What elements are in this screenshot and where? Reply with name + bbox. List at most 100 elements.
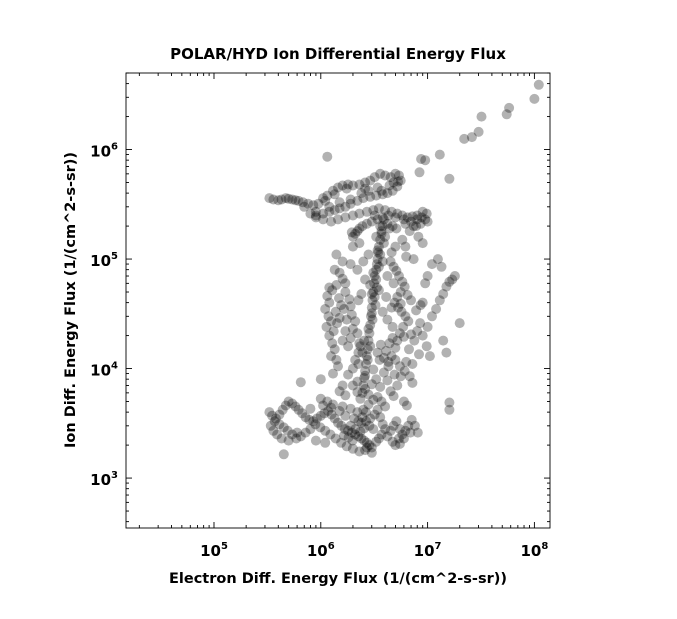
- data-point: [363, 185, 374, 196]
- data-point: [368, 205, 379, 216]
- x-tick-label: 106: [307, 541, 335, 560]
- data-point: [392, 208, 403, 219]
- data-point: [333, 214, 343, 225]
- data-point: [368, 287, 379, 297]
- data-point: [354, 208, 365, 219]
- data-point: [366, 447, 377, 458]
- data-point: [282, 425, 293, 436]
- data-point: [331, 280, 342, 290]
- data-point: [360, 384, 371, 394]
- data-point: [383, 361, 394, 372]
- data-point: [287, 194, 298, 205]
- data-point: [295, 431, 306, 442]
- data-point: [345, 301, 356, 312]
- data-point: [352, 195, 363, 206]
- data-point: [383, 356, 394, 367]
- data-point: [361, 437, 372, 448]
- x-axis-label: Electron Diff. Energy Flux (1/(cm^2-s-sr…: [169, 571, 507, 587]
- data-point: [360, 370, 371, 381]
- data-point: [376, 185, 387, 196]
- data-point: [415, 300, 426, 311]
- data-point: [363, 249, 374, 260]
- data-point: [340, 287, 351, 297]
- data-point: [431, 304, 442, 314]
- data-point: [274, 419, 285, 430]
- data-point: [329, 205, 340, 216]
- data-point: [358, 256, 369, 267]
- data-point: [322, 396, 333, 407]
- data-point: [347, 241, 358, 252]
- data-point: [412, 427, 423, 438]
- x-tick-label: 105: [200, 541, 228, 560]
- data-point: [378, 214, 389, 225]
- data-point: [353, 347, 364, 358]
- data-point: [315, 374, 326, 385]
- data-point: [409, 420, 420, 431]
- data-point: [373, 261, 384, 272]
- data-point: [401, 356, 412, 367]
- data-point: [382, 431, 393, 442]
- data-point: [417, 330, 428, 341]
- data-point: [329, 189, 340, 200]
- data-point: [320, 195, 331, 206]
- data-point: [394, 328, 405, 339]
- data-point: [340, 326, 351, 337]
- data-point: [347, 435, 358, 446]
- data-point: [352, 226, 363, 237]
- data-point: [287, 429, 298, 440]
- data-point: [353, 416, 364, 427]
- data-point: [389, 297, 400, 308]
- ticks-layer: [126, 72, 550, 528]
- data-point: [382, 271, 393, 281]
- data-point: [382, 218, 393, 229]
- data-point: [337, 256, 348, 267]
- data-point: [300, 427, 311, 438]
- data-point: [334, 203, 345, 214]
- data-point: [343, 341, 354, 352]
- data-point: [331, 354, 342, 365]
- data-point: [382, 375, 393, 386]
- x-tick-label: 107: [414, 541, 442, 560]
- data-point: [315, 422, 326, 433]
- data-point: [371, 274, 382, 285]
- data-point: [340, 278, 351, 289]
- data-point: [407, 359, 418, 369]
- data-point: [394, 271, 404, 281]
- data-point: [390, 342, 401, 353]
- data-point: [386, 206, 397, 217]
- data-point: [408, 254, 419, 265]
- data-point: [368, 364, 379, 375]
- data-point: [363, 399, 374, 410]
- data-point: [380, 424, 391, 435]
- data-point: [375, 339, 386, 350]
- data-point: [345, 194, 356, 205]
- data-point: [403, 420, 414, 431]
- data-point: [297, 197, 308, 208]
- data-point: [353, 359, 364, 369]
- data-point: [394, 361, 405, 372]
- data-point: [384, 338, 395, 349]
- data-point: [377, 419, 388, 430]
- data-point: [305, 403, 316, 414]
- data-point: [353, 431, 364, 442]
- data-point: [326, 409, 337, 420]
- data-point: [291, 433, 302, 444]
- data-point: [352, 387, 363, 398]
- data-point: [368, 267, 379, 278]
- data-point: [417, 238, 428, 249]
- data-point: [387, 321, 398, 332]
- data-point: [371, 282, 382, 293]
- data-point: [323, 311, 334, 322]
- data-point: [264, 407, 275, 418]
- data-point: [372, 254, 383, 265]
- data-point: [364, 440, 375, 451]
- data-point: [476, 111, 487, 122]
- data-point: [352, 376, 363, 387]
- data-point: [369, 271, 380, 281]
- data-point: [345, 259, 356, 270]
- data-point: [313, 198, 324, 209]
- data-point: [356, 188, 367, 199]
- data-point: [328, 399, 338, 410]
- data-point: [310, 206, 321, 217]
